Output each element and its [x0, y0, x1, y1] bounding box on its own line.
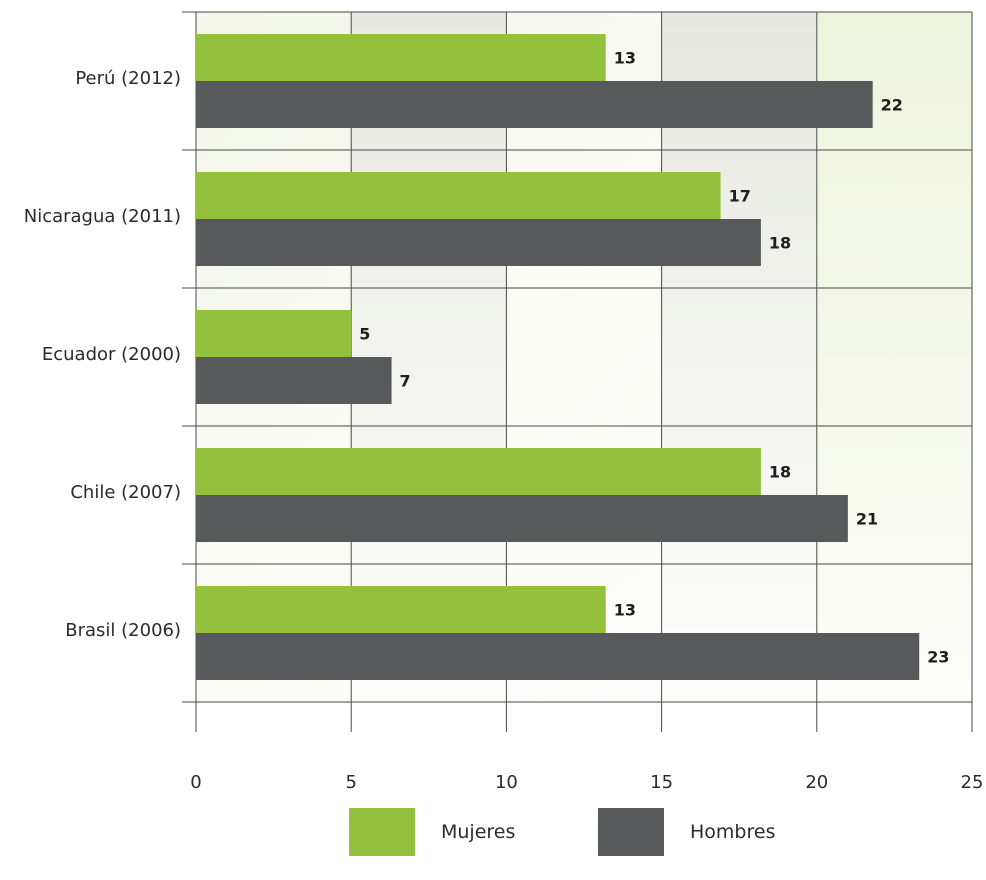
bar-mujeres [196, 448, 761, 495]
legend-item-hombres: Hombres [598, 808, 775, 856]
legend-swatch-mujeres [349, 808, 415, 856]
data-label: 21 [856, 510, 878, 529]
category-label: Nicaragua (2011) [24, 206, 181, 227]
bar-hombres [196, 81, 873, 128]
category-label: Brasil (2006) [65, 620, 181, 641]
x-tick-label: 25 [961, 772, 984, 793]
data-label: 18 [769, 234, 791, 253]
data-label: 22 [881, 96, 903, 115]
bar-hombres [196, 357, 392, 404]
bars-layer [196, 34, 920, 680]
data-label: 13 [614, 49, 636, 68]
data-label: 23 [927, 648, 949, 667]
data-label: 7 [400, 372, 411, 391]
data-label: 18 [769, 463, 791, 482]
x-tick-label: 15 [650, 772, 673, 793]
category-label: Chile (2007) [70, 482, 181, 503]
legend: Mujeres Hombres [0, 808, 986, 856]
legend-swatch-hombres [598, 808, 664, 856]
x-tick-label: 5 [345, 772, 356, 793]
bar-hombres [196, 219, 761, 266]
x-tick-label: 10 [495, 772, 518, 793]
category-label: Perú (2012) [75, 68, 181, 89]
data-label: 13 [614, 601, 636, 620]
x-tick-label: 20 [805, 772, 828, 793]
bar-hombres [196, 495, 848, 542]
bar-mujeres [196, 310, 352, 357]
bar-chart: 13 22 Perú (2012) 17 18 Nicaragua (2011) 5 7 Ecu… [24, 11, 984, 794]
bar-mujeres [196, 34, 606, 81]
category-label: Ecuador (2000) [42, 344, 181, 365]
bar-mujeres [196, 172, 721, 219]
legend-label-mujeres: Mujeres [441, 821, 516, 843]
bar-hombres [196, 633, 920, 680]
data-label: 17 [729, 187, 751, 206]
data-label: 5 [359, 325, 370, 344]
bar-mujeres [196, 586, 606, 633]
labels-layer: 13 22 Perú (2012) 17 18 Nicaragua (2011) 5 7 Ecu… [24, 49, 984, 794]
legend-label-hombres: Hombres [690, 821, 776, 843]
x-tick-label: 0 [190, 772, 201, 793]
legend-item-mujeres: Mujeres [349, 808, 515, 856]
